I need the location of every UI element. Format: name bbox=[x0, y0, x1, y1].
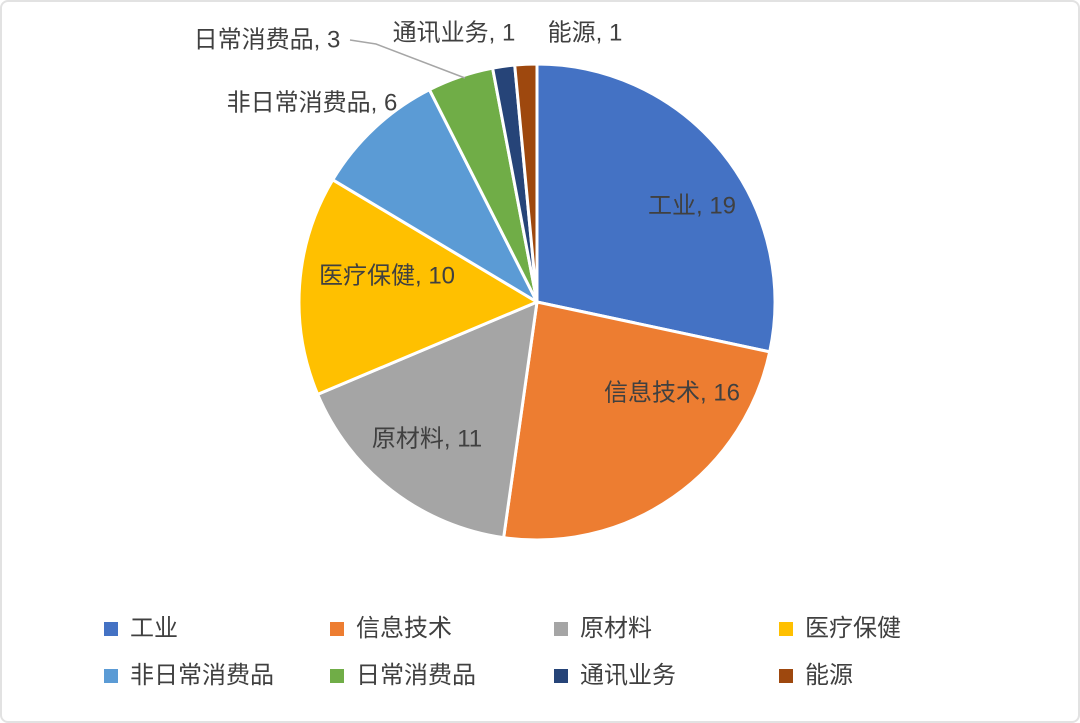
pie-slice-非日常消费品 bbox=[331, 88, 539, 304]
data-label-能源: 能源, 1 bbox=[548, 20, 623, 47]
data-label-医疗保健: 医疗保健, 10 bbox=[319, 263, 455, 290]
pie-slice-信息技术 bbox=[502, 300, 772, 542]
data-label-工业: 工业, 19 bbox=[648, 193, 736, 220]
pie-slice-能源 bbox=[513, 62, 539, 304]
data-label-信息技术: 信息技术, 16 bbox=[604, 380, 740, 407]
leader-line-日常消费品 bbox=[349, 39, 466, 79]
pie-slice-工业 bbox=[535, 62, 777, 354]
data-label-日常消费品: 日常消费品, 3 bbox=[194, 27, 341, 54]
pie-slice-原材料 bbox=[316, 300, 539, 540]
data-label-非日常消费品: 非日常消费品, 6 bbox=[227, 90, 398, 117]
pie-slice-医疗保健 bbox=[297, 178, 539, 396]
data-label-原材料: 原材料, 11 bbox=[372, 426, 482, 453]
data-label-通讯业务: 通讯业务, 1 bbox=[393, 20, 516, 47]
